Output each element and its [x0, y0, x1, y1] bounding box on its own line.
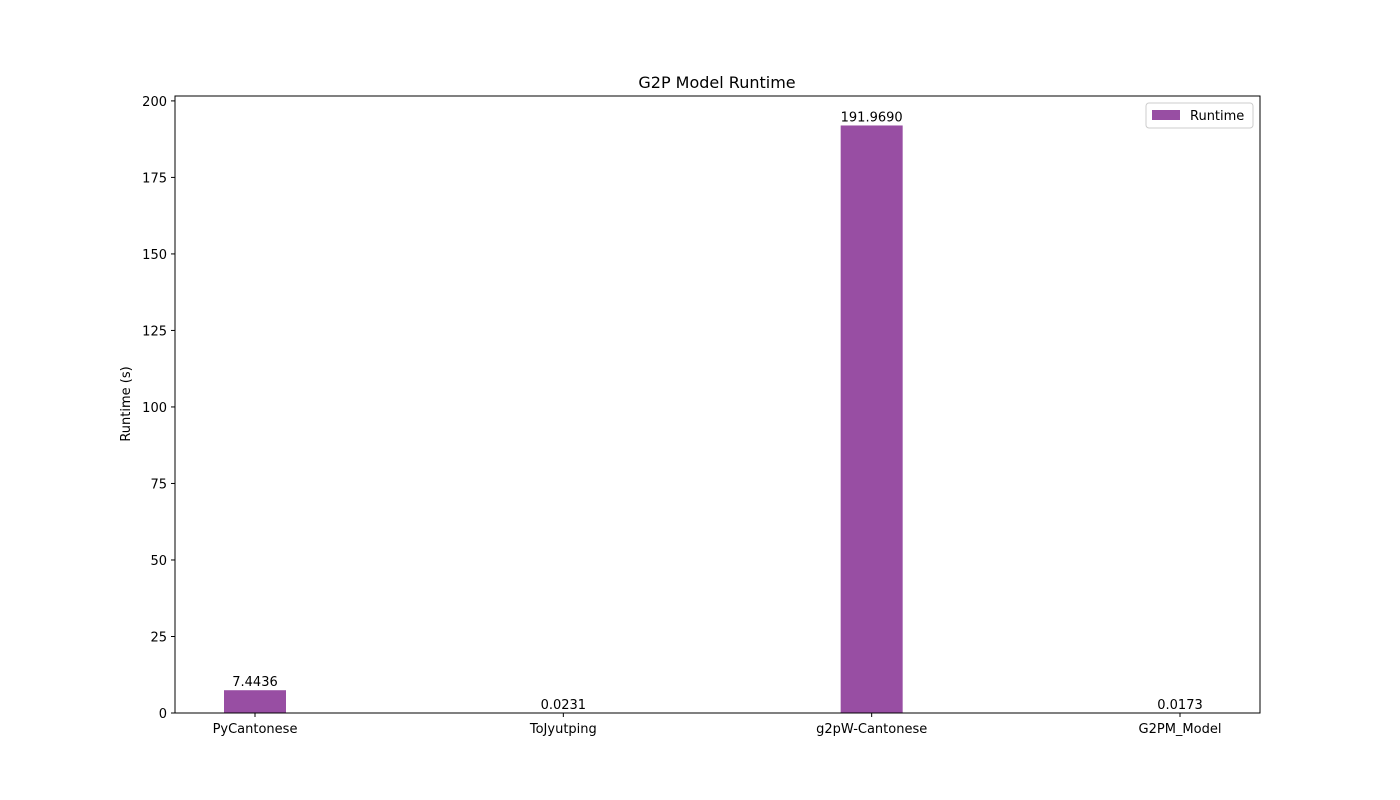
y-tick-label: 25	[150, 630, 167, 645]
data-labels: 7.4436 0.0231 191.9690 0.0173	[232, 110, 1203, 712]
x-tick-label: ToJyutping	[529, 722, 597, 737]
legend-swatch	[1152, 110, 1180, 120]
y-tick-label: 125	[142, 324, 167, 339]
bar	[840, 125, 903, 713]
y-tick-label: 200	[142, 95, 167, 110]
plot-frame	[174, 95, 1261, 714]
data-label: 0.0173	[1157, 698, 1203, 713]
data-label: 7.4436	[232, 675, 278, 690]
y-tick-label: 150	[142, 248, 167, 263]
legend: Runtime	[1145, 102, 1254, 129]
bars	[224, 125, 1211, 713]
data-label: 191.9690	[841, 110, 903, 125]
x-tick-label: g2pW-Cantonese	[816, 722, 927, 737]
y-tick-label: 50	[150, 554, 167, 569]
data-label: 0.0231	[541, 698, 587, 713]
legend-box	[1145, 102, 1254, 129]
y-axis-label: Runtime (s)	[119, 366, 134, 441]
y-axis-ticks: 0 25 50 75 100 125 150 175 200	[142, 95, 175, 722]
x-tick-label: PyCantonese	[213, 722, 298, 737]
x-tick-label: G2PM_Model	[1139, 722, 1222, 737]
bar	[224, 690, 286, 713]
y-tick-label: 100	[142, 401, 167, 416]
y-tick-label: 175	[142, 171, 167, 186]
chart-title: G2P Model Runtime	[638, 73, 795, 92]
y-tick-label: 75	[150, 477, 167, 492]
x-axis-ticks: PyCantonese ToJyutping g2pW-Cantonese G2PM_…	[213, 713, 1222, 737]
legend-label: Runtime	[1190, 109, 1244, 124]
y-tick-label: 0	[159, 707, 167, 722]
